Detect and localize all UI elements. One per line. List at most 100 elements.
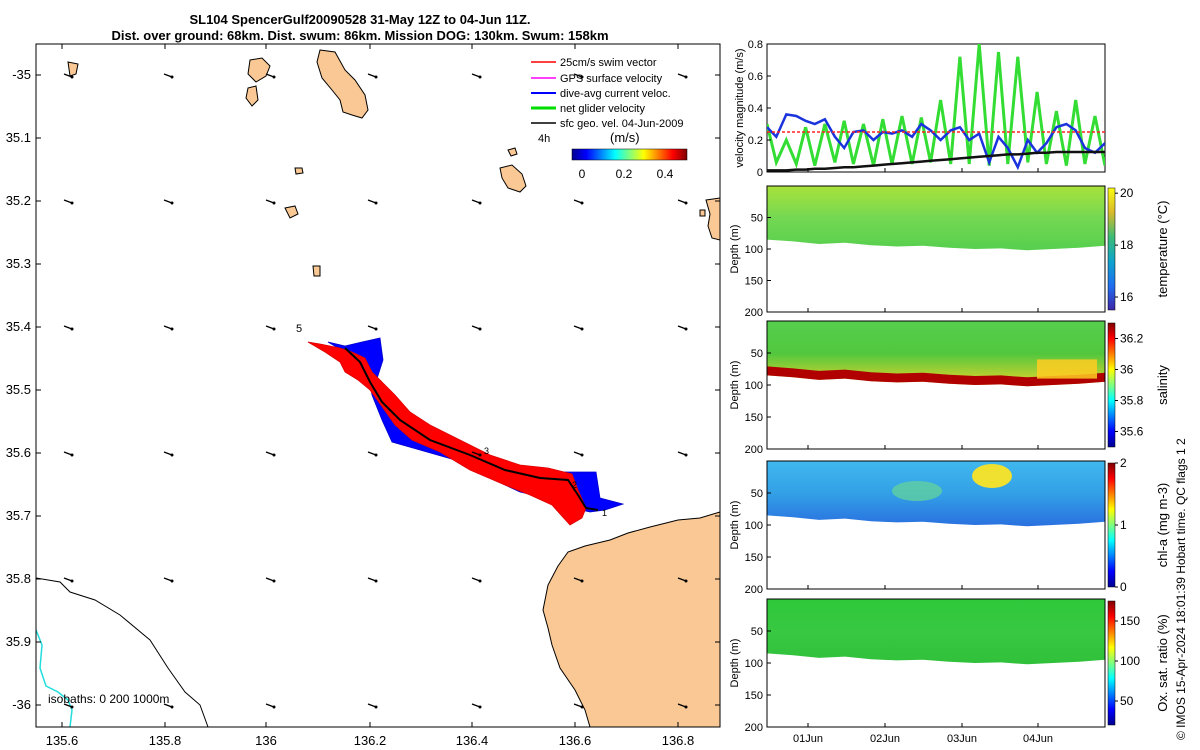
- panel-data-area: [767, 186, 1105, 251]
- sfc-arrow-head: [478, 453, 482, 457]
- map-y-tick-label: -35: [12, 67, 31, 82]
- colorbar: [1107, 322, 1116, 448]
- sfc-arrow-head: [684, 453, 688, 457]
- colorbar-label: temperature (°C): [1155, 201, 1170, 298]
- depth-panel-4: 50 100 150 200 Depth (m) 50 100 150 Ox. sat. rat…: [729, 598, 1170, 734]
- map-y-axis: -35 35.1 35.2 35.3 35.4 35.5 35.6 35.7 35.8 35.9 -…: [6, 67, 720, 712]
- colorbar-tick-label: 35.8: [1120, 394, 1144, 408]
- colorbar-tick-label: 1: [1120, 518, 1127, 532]
- map-x-tick-label: 136.4: [456, 733, 489, 748]
- colorbar-tick-label: 0: [1120, 580, 1127, 594]
- legend-time-label: 4h: [538, 133, 550, 145]
- panel-background: [767, 321, 1105, 449]
- depth-y-tick-label: 50: [751, 213, 763, 225]
- sfc-arrow-head: [374, 201, 378, 205]
- figure-title-line2: Dist. over ground: 68km. Dist. swum: 86k…: [111, 28, 609, 43]
- colorbar-label: salinity: [1155, 365, 1170, 405]
- depth-y-tick-label: 100: [745, 520, 763, 532]
- colorbar-tick-1: 0.2: [616, 167, 633, 181]
- sfc-arrow-head: [70, 705, 74, 709]
- sfc-arrow-head: [374, 705, 378, 709]
- date-tick-label: 02Jun: [870, 733, 900, 745]
- legend-net: net glider velocity: [560, 103, 645, 115]
- sfc-arrow-head: [684, 327, 688, 331]
- panel-data-area: [767, 461, 1105, 527]
- sfc-arrow-head: [272, 453, 276, 457]
- colorbar-unit: (m/s): [610, 130, 640, 145]
- map-y-tick-label: 35.2: [6, 193, 31, 208]
- velocity-panel: 0 0.2 0.4 0.6 0.8 velocity magnitude (m/s): [734, 39, 1106, 179]
- colorbar-label: Ox. sat. ratio (%): [1155, 614, 1170, 712]
- land-yorke-peninsula: [542, 511, 720, 727]
- salinity-high-band: [767, 366, 1105, 387]
- land-island-4: [67, 61, 79, 77]
- depth-y-tick-label: 200: [745, 307, 763, 319]
- velocity-y-tick-label: 0.6: [748, 71, 763, 83]
- legend-sfc: sfc geo. vel. 04-Jun-2009: [560, 118, 684, 130]
- chl-patch: [972, 464, 1012, 488]
- colorbar: [1107, 187, 1116, 311]
- depth-y-tick-label: 200: [745, 722, 763, 734]
- map-y-tick-label: 35.8: [6, 571, 31, 586]
- panel-frame: [766, 185, 1106, 313]
- panel-background: [767, 186, 1105, 312]
- legend-swim: 25cm/s swim vector: [560, 57, 657, 69]
- legend-gps: GPS surface velocity: [560, 73, 663, 85]
- date-tick-label: 04Jun: [1023, 733, 1053, 745]
- colorbar: [1107, 462, 1116, 588]
- colorbar-tick-label: 18: [1120, 238, 1134, 252]
- track-current-swath: [327, 337, 625, 513]
- map-x-axis: 135.6 135.8 136 136.2 136.4 136.6 136.8: [46, 44, 694, 748]
- depth-y-tick-label: 150: [745, 276, 763, 288]
- colorbar-label: chl-a (mg m-3): [1155, 483, 1170, 568]
- depth-y-tick-label: 150: [745, 412, 763, 424]
- map-x-tick-label: 136: [255, 733, 277, 748]
- colorbar-tick-label: 36: [1120, 363, 1134, 377]
- map-panel: 5 3 2 1 135.6 135.8 136 136.2 136.4 136.6 136.…: [6, 43, 721, 748]
- sfc-arrow-head: [580, 327, 584, 331]
- velocity-line-1: [767, 113, 1105, 171]
- sfc-arrow-head: [684, 579, 688, 583]
- depth-y-tick-label: 100: [745, 244, 763, 256]
- sfc-arrow-head: [684, 75, 688, 79]
- isobaths-label: isobaths: 0 200 1000m: [48, 692, 169, 706]
- depth-ylabel: Depth (m): [729, 501, 741, 550]
- chl-patch: [892, 481, 942, 501]
- map-x-tick-label: 136.6: [559, 733, 592, 748]
- sfc-arrow-head: [684, 201, 688, 205]
- credit-text: © IMOS 15-Apr-2024 18:01:39 Hobart time.…: [1174, 438, 1188, 740]
- velocity-y-tick-label: 0.4: [748, 103, 763, 115]
- land-island-8: [294, 167, 304, 175]
- sfc-arrow-head: [70, 327, 74, 331]
- land-island-6: [507, 147, 518, 157]
- panel-frame: [766, 598, 1106, 728]
- speed-colorbar: [571, 148, 688, 161]
- sfc-arrow-head: [272, 327, 276, 331]
- map-x-tick-label: 135.6: [46, 733, 79, 748]
- velocity-line-3: [767, 150, 1105, 172]
- depth-ylabel: Depth (m): [729, 225, 741, 274]
- depth-y-tick-label: 150: [745, 690, 763, 702]
- velocity-series: [767, 44, 1105, 172]
- depth-y-tick-label: 100: [745, 380, 763, 392]
- sfc-arrow-head: [70, 201, 74, 205]
- sfc-arrow-head: [170, 453, 174, 457]
- colorbar-tick-label: 2: [1120, 456, 1127, 470]
- track-glider-path: [344, 347, 599, 511]
- depth-panel-2: 50 100 150 200 Depth (m) 35.6 35.8 36 36.2 salini…: [729, 320, 1170, 456]
- track-swim-swath: [307, 341, 587, 526]
- colorbar: [1107, 600, 1116, 726]
- velocity-ylabel: velocity magnitude (m/s): [734, 48, 746, 167]
- date-tick-label: 03Jun: [947, 733, 977, 745]
- map-frame: [35, 43, 721, 728]
- land-island-9: [312, 265, 321, 277]
- map-y-tick-label: 35.3: [6, 256, 31, 271]
- date-tick-label: 01Jun: [793, 733, 823, 745]
- colorbar-tick-label: 100: [1120, 654, 1140, 668]
- colorbar-tick-label: 20: [1120, 186, 1134, 200]
- land-island-7: [284, 205, 299, 219]
- sfc-arrow-head: [70, 75, 74, 79]
- legend-current: dive-avg current veloc.: [560, 88, 671, 100]
- velocity-x-axis: [807, 168, 1039, 172]
- sfc-arrow-head: [580, 453, 584, 457]
